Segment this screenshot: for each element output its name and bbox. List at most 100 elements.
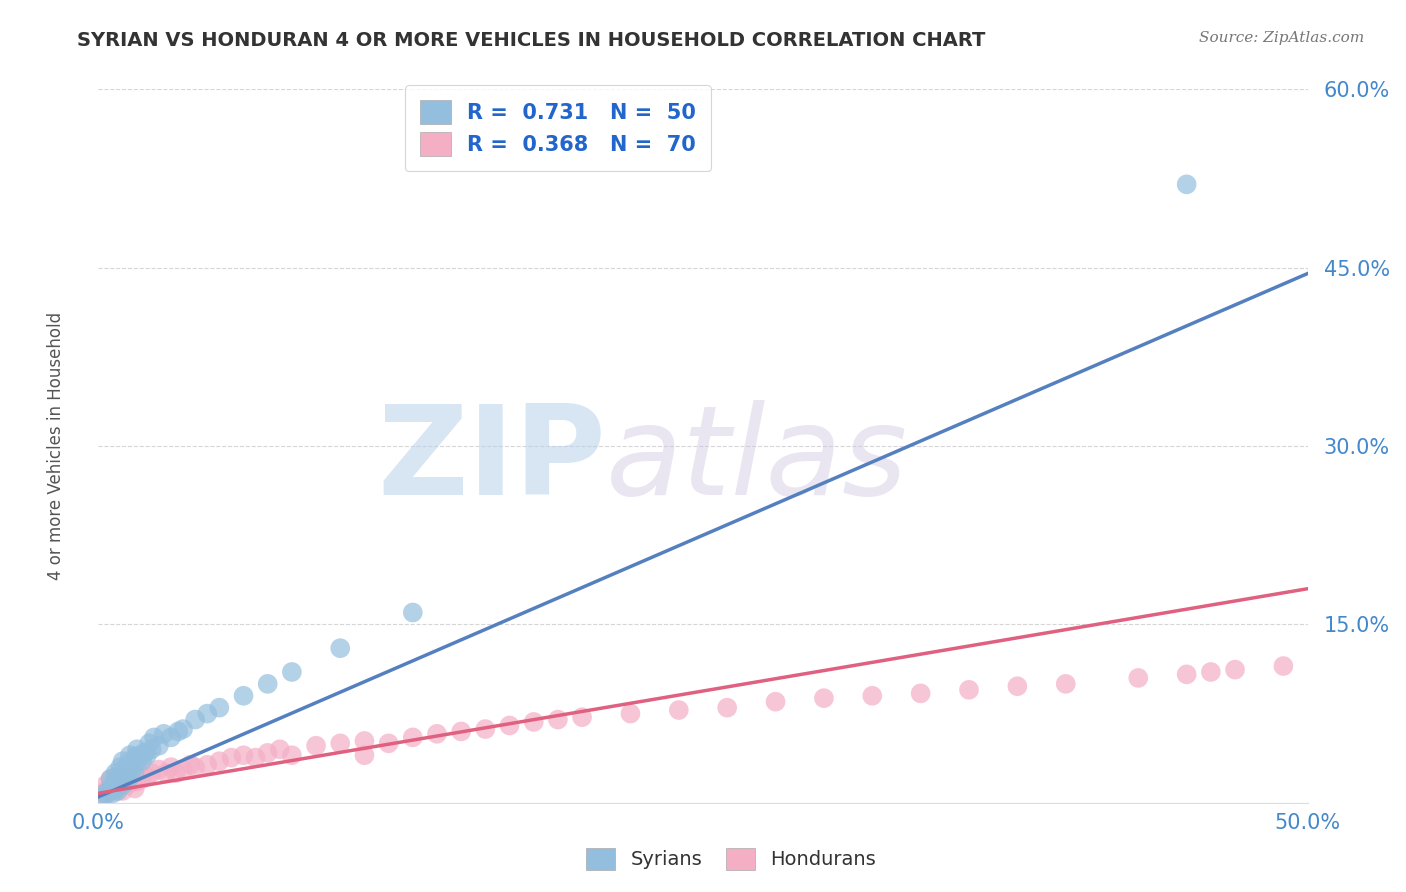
Point	[100, 781, 122, 796]
Point	[124, 766, 146, 780]
Point	[118, 748, 141, 763]
Point	[1175, 667, 1198, 681]
Point	[1128, 671, 1150, 685]
Point	[353, 734, 375, 748]
Point	[128, 748, 150, 763]
Point	[91, 789, 114, 804]
Point	[111, 778, 134, 792]
Point	[184, 760, 207, 774]
Point	[377, 736, 399, 750]
Point	[184, 713, 207, 727]
Point	[141, 766, 163, 780]
Point	[124, 750, 146, 764]
Point	[128, 766, 150, 780]
Text: atlas: atlas	[606, 400, 908, 521]
Point	[402, 606, 425, 620]
Point	[138, 736, 160, 750]
Point	[107, 774, 129, 789]
Point	[118, 766, 141, 780]
Point	[329, 641, 352, 656]
Point	[121, 774, 143, 789]
Point	[117, 766, 139, 780]
Point	[135, 748, 157, 763]
Point	[523, 714, 546, 729]
Point	[91, 786, 114, 800]
Point	[100, 784, 122, 798]
Point	[765, 695, 787, 709]
Point	[305, 739, 328, 753]
Text: SYRIAN VS HONDURAN 4 OR MORE VEHICLES IN HOUSEHOLD CORRELATION CHART: SYRIAN VS HONDURAN 4 OR MORE VEHICLES IN…	[77, 31, 986, 50]
Point	[94, 786, 117, 800]
Point	[117, 774, 139, 789]
Point	[148, 739, 170, 753]
Point	[269, 742, 291, 756]
Point	[94, 784, 117, 798]
Point	[100, 772, 122, 786]
Point	[402, 731, 425, 745]
Point	[1054, 677, 1077, 691]
Point	[281, 748, 304, 763]
Point	[221, 750, 243, 764]
Point	[104, 774, 127, 789]
Point	[131, 754, 153, 768]
Point	[256, 746, 278, 760]
Point	[100, 772, 122, 786]
Point	[329, 736, 352, 750]
Point	[1272, 659, 1295, 673]
Point	[114, 763, 136, 777]
Point	[547, 713, 569, 727]
Point	[97, 784, 120, 798]
Point	[134, 746, 156, 760]
Point	[135, 770, 157, 784]
Point	[353, 748, 375, 763]
Point	[101, 784, 124, 798]
Point	[141, 742, 163, 756]
Point	[172, 722, 194, 736]
Point	[668, 703, 690, 717]
Point	[245, 750, 267, 764]
Point	[131, 772, 153, 786]
Point	[813, 691, 835, 706]
Point	[111, 770, 134, 784]
Point	[107, 770, 129, 784]
Point	[172, 763, 194, 777]
Point	[281, 665, 304, 679]
Point	[101, 786, 124, 800]
Point	[208, 754, 231, 768]
Point	[256, 677, 278, 691]
Point	[910, 686, 932, 700]
Point	[450, 724, 472, 739]
Point	[152, 727, 174, 741]
Point	[127, 754, 149, 768]
Point	[160, 760, 183, 774]
Point	[1223, 663, 1246, 677]
Point	[108, 760, 131, 774]
Point	[1199, 665, 1222, 679]
Point	[97, 786, 120, 800]
Point	[94, 778, 117, 792]
Point	[107, 784, 129, 798]
Point	[160, 731, 183, 745]
Point	[179, 757, 201, 772]
Point	[1175, 178, 1198, 192]
Point	[117, 778, 139, 792]
Point	[195, 757, 218, 772]
Point	[124, 770, 146, 784]
Point	[104, 770, 127, 784]
Point	[108, 778, 131, 792]
Point	[90, 789, 112, 804]
Point	[124, 781, 146, 796]
Point	[111, 770, 134, 784]
Point	[143, 731, 166, 745]
Point	[208, 700, 231, 714]
Point	[426, 727, 449, 741]
Point	[148, 763, 170, 777]
Point	[101, 778, 124, 792]
Point	[619, 706, 641, 721]
Legend: Syrians, Hondurans: Syrians, Hondurans	[578, 839, 884, 878]
Text: Source: ZipAtlas.com: Source: ZipAtlas.com	[1198, 31, 1364, 45]
Point	[108, 774, 131, 789]
Point	[571, 710, 593, 724]
Point	[1007, 679, 1029, 693]
Point	[127, 774, 149, 789]
